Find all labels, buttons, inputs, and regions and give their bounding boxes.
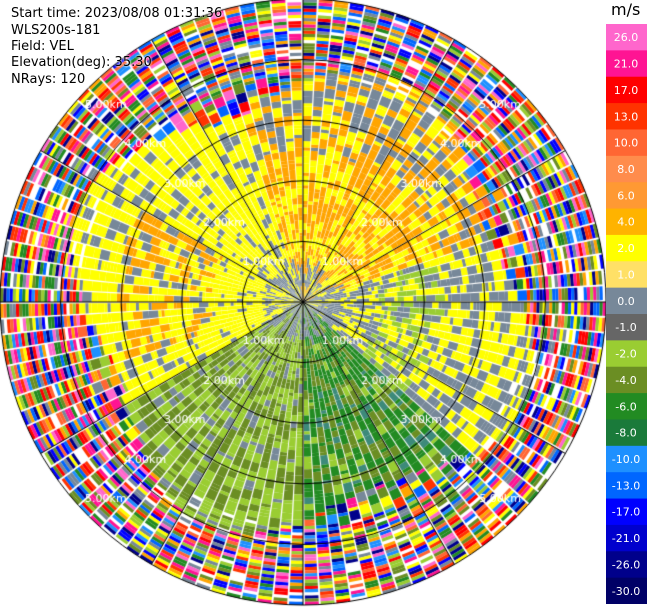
colorbar-tick-label: -4.0 — [615, 374, 636, 387]
colorbar-tick-label: -17.0 — [612, 506, 640, 519]
field-label: Field: VEL — [11, 39, 74, 54]
colorbar-swatch — [606, 551, 647, 579]
colorbar-tick-label: 17.0 — [614, 84, 639, 97]
colorbar-swatch — [606, 340, 647, 368]
colorbar-title: m/s — [611, 0, 641, 19]
colorbar-tick-label: 21.0 — [614, 58, 639, 71]
colorbar: 26.0 21.0 17.0 13.0 10.0 8.0 6.0 4.0 2.0 1.0 0.0 -1… — [606, 24, 647, 604]
colorbar-swatch — [606, 524, 647, 552]
colorbar-swatch — [606, 182, 647, 210]
colorbar-swatch — [606, 103, 647, 130]
elevation-label: Elevation(deg): 35.30 — [11, 55, 152, 70]
colorbar-swatch — [606, 208, 647, 236]
colorbar-swatch — [606, 577, 647, 604]
colorbar-swatch — [606, 129, 647, 157]
colorbar-swatch — [606, 445, 647, 473]
colorbar-tick-label: 13.0 — [614, 110, 639, 123]
colorbar-swatch — [606, 314, 647, 341]
colorbar-tick-label: 1.0 — [617, 268, 635, 281]
colorbar-tick-label: 10.0 — [614, 137, 639, 150]
colorbar-tick-label: -30.0 — [612, 585, 640, 598]
colorbar-tick-label: -21.0 — [612, 532, 640, 545]
instrument-label: WLS200s-181 — [11, 23, 101, 38]
colorbar-swatch — [606, 76, 647, 104]
colorbar-swatch — [606, 366, 647, 394]
colorbar-tick-label: 2.0 — [617, 242, 635, 255]
colorbar-tick-label: 4.0 — [617, 216, 635, 229]
colorbar-tick-label: -2.0 — [615, 348, 636, 361]
start-time-label: Start time: 2023/08/08 01:31:36 — [11, 6, 223, 21]
colorbar-swatch — [606, 498, 647, 526]
colorbar-swatch — [606, 24, 647, 51]
colorbar-tick-label: -1.0 — [615, 321, 636, 334]
colorbar-tick-label: -10.0 — [612, 453, 640, 466]
nrays-label: NRays: 120 — [11, 72, 86, 87]
colorbar-tick-label: -8.0 — [615, 427, 636, 440]
colorbar-swatch — [606, 419, 647, 447]
colorbar-tick-label: 8.0 — [617, 163, 635, 176]
colorbar-swatch — [606, 393, 647, 420]
colorbar-tick-label: 26.0 — [614, 31, 639, 44]
colorbar-swatch — [606, 261, 647, 289]
colorbar-swatch — [606, 472, 647, 500]
colorbar-swatch — [606, 287, 647, 315]
colorbar-tick-label: -13.0 — [612, 479, 640, 492]
colorbar-swatch — [606, 155, 647, 183]
colorbar-tick-label: -6.0 — [615, 400, 636, 413]
colorbar-swatch — [606, 50, 647, 78]
colorbar-tick-label: 0.0 — [617, 295, 635, 308]
colorbar-tick-label: 6.0 — [617, 189, 635, 202]
colorbar-tick-label: -26.0 — [612, 558, 640, 571]
colorbar-swatch — [606, 234, 647, 262]
